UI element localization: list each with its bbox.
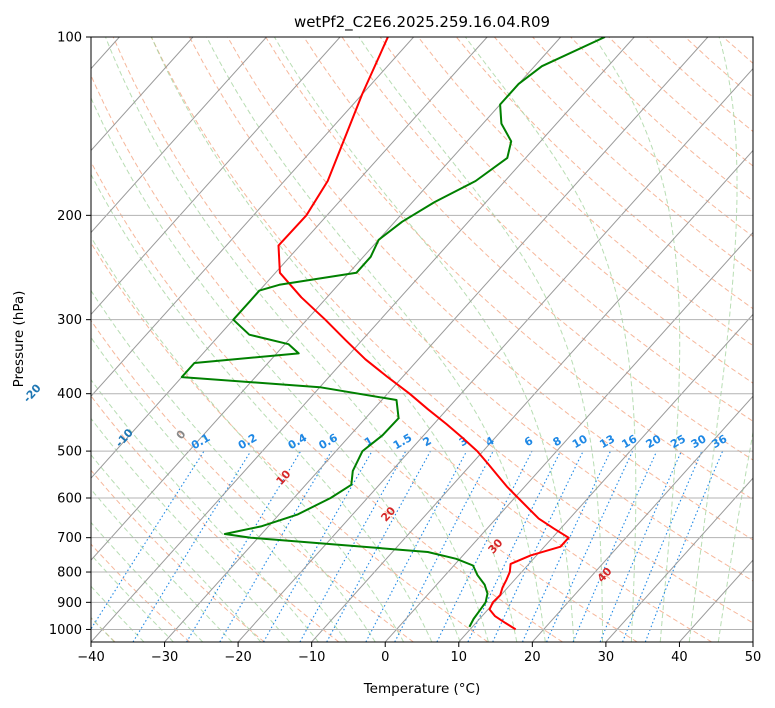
x-tick-label: 20 bbox=[524, 650, 541, 665]
plot-frame bbox=[90, 36, 754, 643]
isotherm bbox=[91, 37, 488, 479]
plot-background bbox=[91, 37, 753, 642]
moist-adiabat bbox=[273, 37, 575, 642]
x-tick-label: 30 bbox=[598, 650, 615, 665]
isotherm bbox=[91, 37, 267, 234]
moist-adiabat bbox=[464, 37, 637, 642]
mixing-ratio-line bbox=[622, 450, 703, 642]
y-tick-label: 200 bbox=[57, 209, 82, 224]
y-tick-label: 500 bbox=[57, 445, 82, 460]
moist-adiabat bbox=[91, 236, 405, 642]
moist-adiabat bbox=[150, 37, 518, 642]
y-tick-label: 100 bbox=[57, 31, 82, 46]
isotherm bbox=[384, 231, 753, 642]
moist-adiabat bbox=[91, 521, 204, 642]
moist-adiabat bbox=[206, 37, 546, 642]
isotherm bbox=[91, 37, 635, 642]
x-tick-label: 0 bbox=[381, 650, 389, 665]
y-tick-label: 300 bbox=[57, 313, 82, 328]
dry-adiabat bbox=[417, 37, 753, 347]
dry-adiabat bbox=[91, 242, 489, 642]
x-tick-label: 10 bbox=[451, 650, 468, 665]
grid-lines bbox=[91, 37, 753, 642]
mixing-ratio-line bbox=[365, 450, 468, 642]
temperature-line bbox=[277, 37, 570, 631]
isotherm bbox=[752, 641, 753, 642]
moist-adiabat bbox=[91, 96, 461, 642]
dry-adiabat bbox=[189, 37, 753, 582]
y-tick-label: 1000 bbox=[49, 623, 82, 638]
mixing-ratio-line bbox=[326, 450, 431, 642]
isotherm bbox=[458, 313, 753, 642]
x-axis: −40 −30 −20 −10 0 10 20 30 40 50 bbox=[77, 642, 761, 665]
moist-adiabat bbox=[91, 378, 319, 642]
moist-adiabat bbox=[358, 37, 603, 642]
dry-adiabat bbox=[91, 160, 563, 642]
y-tick-label: 600 bbox=[57, 492, 82, 507]
moist-adiabat bbox=[91, 173, 433, 642]
isotherm bbox=[164, 37, 709, 642]
y-axis: 100 200 300 400 500 600 700 800 900 1000 bbox=[49, 31, 91, 638]
isotherm bbox=[91, 37, 562, 561]
isotherm bbox=[605, 477, 753, 642]
dry-adiabat bbox=[91, 469, 265, 642]
dry-adiabat bbox=[341, 37, 753, 422]
moist-adiabat bbox=[91, 417, 291, 642]
x-axis-label: Temperature (°C) bbox=[363, 681, 481, 697]
moist-adiabat bbox=[717, 429, 753, 642]
y-tick-label: 800 bbox=[57, 566, 82, 581]
dry-adiabat bbox=[761, 37, 775, 642]
moist-adiabat bbox=[593, 37, 681, 642]
x-tick-label: 50 bbox=[745, 650, 762, 665]
isotherm bbox=[237, 67, 753, 642]
mixing-ratio-line bbox=[436, 450, 533, 642]
isotherm bbox=[311, 149, 753, 642]
x-tick-label: 40 bbox=[671, 650, 688, 665]
y-axis-label: Pressure (hPa) bbox=[11, 291, 27, 388]
isotherm bbox=[91, 37, 341, 316]
dry-adiabat bbox=[303, 37, 753, 461]
moist-adiabat bbox=[91, 454, 262, 642]
x-tick-label: −30 bbox=[151, 650, 178, 665]
chart-title: wetPf2_C2E6.2025.259.16.04.R09 bbox=[294, 13, 550, 32]
dry-adiabat bbox=[455, 37, 753, 310]
mixing-ratio-line bbox=[572, 450, 658, 642]
moist-adiabat bbox=[91, 553, 174, 642]
dewpoint-line bbox=[180, 37, 606, 628]
mixing-ratio-line bbox=[299, 450, 407, 642]
mixing-ratio-line bbox=[91, 450, 205, 630]
moist-adiabat bbox=[105, 37, 489, 642]
moist-adiabat bbox=[91, 289, 376, 642]
y-tick-label: 700 bbox=[57, 531, 82, 546]
moist-adiabat bbox=[688, 37, 738, 642]
y-tick-label: 900 bbox=[57, 596, 82, 611]
isotherm bbox=[91, 37, 414, 398]
mixing-ratio-line bbox=[599, 450, 682, 642]
mixing-ratio-line bbox=[644, 450, 724, 642]
y-tick-label: 400 bbox=[57, 387, 82, 402]
isotherm bbox=[531, 395, 753, 642]
dry-adiabat bbox=[150, 37, 753, 624]
x-tick-label: −40 bbox=[77, 650, 104, 665]
x-tick-label: −10 bbox=[298, 650, 325, 665]
moist-adiabat bbox=[91, 488, 233, 642]
mixing-ratio-line bbox=[546, 450, 634, 642]
moist-adiabat bbox=[91, 585, 145, 642]
x-tick-label: −20 bbox=[224, 650, 251, 665]
isotherm bbox=[91, 37, 194, 152]
sounding-profiles bbox=[180, 37, 606, 631]
